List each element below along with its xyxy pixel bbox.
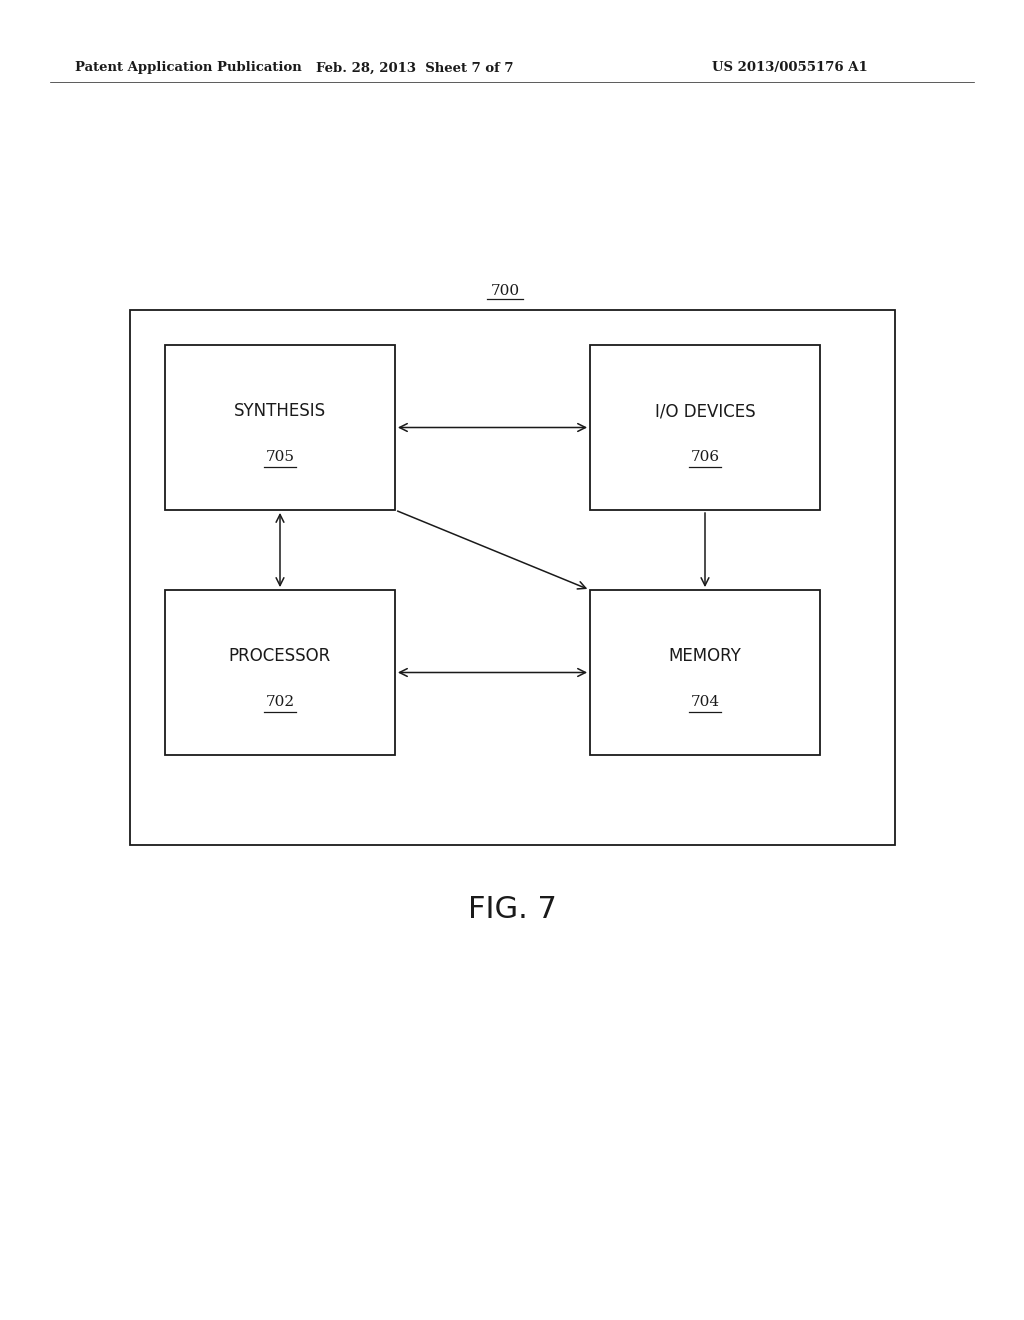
Text: US 2013/0055176 A1: US 2013/0055176 A1 [712,62,868,74]
Text: I/O DEVICES: I/O DEVICES [654,403,756,420]
Bar [590,345,820,510]
Bar [165,345,395,510]
Bar [130,310,895,845]
Text: Patent Application Publication: Patent Application Publication [75,62,302,74]
Text: MEMORY: MEMORY [669,647,741,665]
Text: SYNTHESIS: SYNTHESIS [233,403,326,420]
Text: Feb. 28, 2013  Sheet 7 of 7: Feb. 28, 2013 Sheet 7 of 7 [316,62,514,74]
Text: 704: 704 [690,696,720,709]
Text: 706: 706 [690,450,720,465]
Text: 702: 702 [265,696,295,709]
Text: 700: 700 [490,284,519,298]
Text: PROCESSOR: PROCESSOR [229,647,331,665]
Bar [590,590,820,755]
Text: FIG. 7: FIG. 7 [468,895,556,924]
Text: 705: 705 [265,450,295,465]
Bar [165,590,395,755]
